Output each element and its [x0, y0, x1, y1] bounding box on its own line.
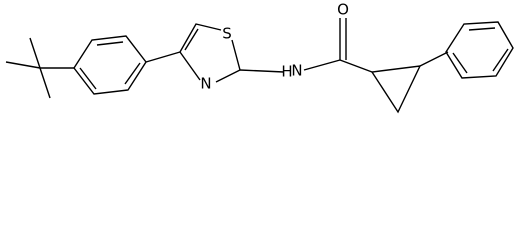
atom-label: N [291, 62, 302, 80]
double-bond [468, 27, 496, 31]
benzene-ring [73, 35, 147, 95]
bond [145, 51, 181, 63]
double-bond [124, 62, 141, 85]
bond [339, 59, 373, 73]
atom-label: O [337, 1, 349, 19]
double-bond [492, 48, 509, 72]
bond [231, 39, 241, 71]
atom-label: S [222, 25, 232, 43]
benzene-ring [445, 21, 514, 79]
cyclopropane [370, 65, 422, 114]
double-bond [79, 67, 97, 90]
thiazole-bonds [179, 23, 222, 53]
bond [29, 37, 41, 69]
bond [215, 69, 241, 83]
bond [239, 69, 285, 73]
double-bond [452, 52, 468, 74]
double-bond [96, 41, 124, 46]
bond [179, 51, 201, 81]
double-bond [184, 28, 199, 51]
bond [39, 67, 51, 99]
molecule-diagram: S N N H O [5, 1, 514, 114]
bond [5, 61, 41, 69]
bond [303, 59, 341, 71]
bond [419, 51, 449, 67]
atom-label: N [200, 75, 211, 93]
bonds [5, 18, 514, 114]
atom-label: H [281, 63, 292, 81]
